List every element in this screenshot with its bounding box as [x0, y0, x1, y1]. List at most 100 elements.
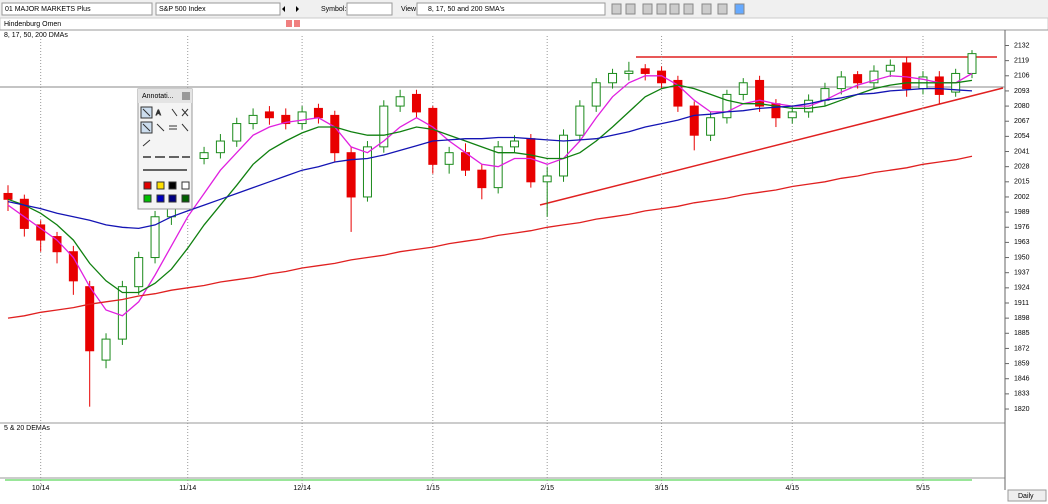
y-tick-label: 1989	[1014, 209, 1030, 216]
x-tick-label: 5/15	[916, 485, 930, 492]
y-tick-label: 2028	[1014, 164, 1030, 171]
panel-title: Hindenburg Omen	[4, 21, 61, 28]
candle-body	[362, 146, 372, 198]
lower-panel-title: 5 & 20 DEMAs	[4, 425, 50, 432]
candle-body	[706, 117, 716, 136]
y-tick-label: 1963	[1014, 239, 1030, 246]
candle-body	[559, 134, 569, 177]
candle-body	[36, 224, 46, 241]
y-tick-label: 2093	[1014, 88, 1030, 95]
symbol-input[interactable]	[346, 2, 393, 16]
y-tick-label: 2119	[1014, 57, 1029, 64]
symbol-label: Symbol:	[321, 6, 346, 13]
y-tick-label: 1859	[1014, 360, 1030, 367]
candle-body	[673, 79, 683, 107]
y-tick-label: 2132	[1014, 42, 1030, 49]
candle-body	[428, 107, 438, 165]
y-tick-label: 1885	[1014, 330, 1030, 337]
x-tick-label: 12/14	[293, 485, 311, 492]
candle-body	[346, 152, 356, 198]
y-tick-label: 1950	[1014, 254, 1030, 261]
candle-body	[232, 123, 242, 142]
y-tick-label: 1833	[1014, 391, 1030, 398]
toolbar-icons[interactable]	[611, 3, 745, 15]
annotation-title: Annotati...	[142, 93, 174, 100]
annotation-window: Annotati... A	[137, 88, 193, 210]
moving-average-line	[7, 87, 973, 230]
candle-body	[264, 111, 274, 119]
candle-body	[3, 192, 13, 200]
candle-body	[248, 114, 258, 125]
chart-title: 8, 17, 50, 200 DMAs	[4, 32, 68, 39]
candle-body	[85, 286, 95, 352]
plot: 2132 2119 2106 2093 2080 2067 2054 2041 2028 2015…	[3, 36, 1030, 492]
y-tick-label: 2002	[1014, 194, 1030, 201]
y-tick-label: 2067	[1014, 118, 1030, 125]
y-tick-label: 2080	[1014, 103, 1030, 110]
candle-body	[853, 74, 863, 84]
y-tick-label: 1872	[1014, 345, 1030, 352]
candle-body	[755, 79, 765, 107]
index-select[interactable]	[155, 2, 281, 16]
candle-body	[591, 82, 601, 107]
list-select[interactable]	[1, 2, 153, 16]
moving-average-line	[7, 79, 973, 294]
x-tick-label: 11/14	[179, 485, 196, 492]
candle-body	[379, 105, 389, 148]
candle-body	[967, 53, 977, 74]
candle-body	[787, 111, 797, 119]
candle-body	[722, 93, 732, 119]
y-tick-label: 2041	[1014, 148, 1030, 155]
candle-body	[68, 251, 78, 282]
svg-text:A: A	[156, 110, 161, 117]
view-text: 8, 17, 50 and 200 SMA's	[428, 6, 505, 13]
list-text: 01 MAJOR MARKETS Plus	[5, 6, 91, 13]
x-tick-label: 4/15	[785, 485, 799, 492]
moving-average-line	[7, 155, 973, 319]
candle-body	[134, 257, 144, 288]
y-tick-label: 1924	[1014, 285, 1030, 292]
candle-body	[297, 111, 307, 125]
candle-body	[444, 152, 454, 165]
candle-body	[477, 169, 487, 189]
candle-body	[738, 82, 748, 95]
candle-body	[199, 152, 209, 160]
candle-body	[902, 62, 912, 90]
moving-average-line	[7, 72, 973, 317]
index-text: S&P 500 Index	[159, 6, 206, 13]
y-tick-label: 1976	[1014, 224, 1030, 231]
candle-body	[608, 72, 618, 84]
period-tab[interactable]	[1007, 489, 1047, 502]
view-select[interactable]	[416, 2, 606, 16]
candle-body	[215, 140, 225, 154]
alert-flag	[294, 20, 300, 27]
candle-body	[640, 68, 650, 74]
y-tick-label: 2054	[1014, 133, 1030, 140]
candle-body	[150, 216, 160, 259]
candle-body	[281, 114, 291, 125]
candle-body	[689, 105, 699, 136]
candle-body	[313, 107, 323, 119]
candle-body	[836, 76, 846, 90]
y-tick-label: 2106	[1014, 73, 1030, 80]
panel-header	[0, 17, 1048, 31]
y-tick-label: 1820	[1014, 406, 1030, 413]
close-button[interactable]	[182, 92, 190, 100]
trend-line	[539, 87, 1004, 206]
candle-body	[526, 138, 536, 183]
candle-body	[575, 105, 585, 136]
candle-body	[657, 70, 667, 84]
alert-flag	[286, 20, 292, 27]
y-tick-label: 1937	[1014, 270, 1030, 277]
candle-body	[624, 70, 634, 74]
color-swatches[interactable]	[143, 181, 190, 203]
period-text: Daily	[1018, 493, 1034, 500]
annotation-tools[interactable]: A	[140, 106, 190, 171]
candle-body	[395, 96, 405, 107]
candle-body	[330, 114, 340, 154]
x-tick-label: 1/15	[426, 485, 440, 492]
y-tick-label: 1898	[1014, 315, 1030, 322]
x-tick-label: 3/15	[655, 485, 669, 492]
